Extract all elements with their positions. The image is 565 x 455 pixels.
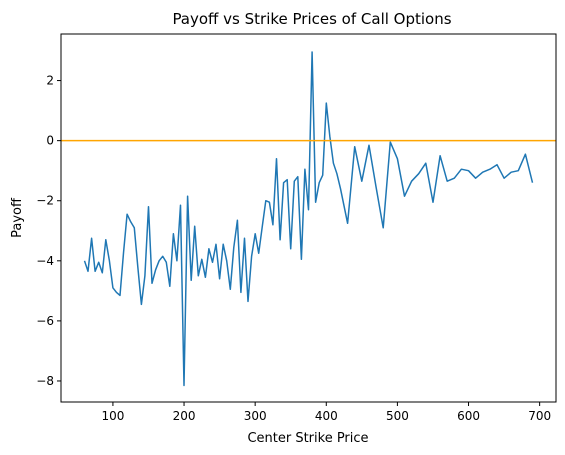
y-tick-label: −8 [36,374,54,388]
y-tick-label: 2 [46,74,54,88]
x-tick-label: 300 [244,409,267,423]
chart-title: Payoff vs Strike Prices of Call Options [172,10,451,28]
y-tick-label: 0 [46,134,54,148]
x-tick-label: 400 [315,409,338,423]
y-axis-label: Payoff [10,197,25,238]
y-tick-label: −4 [36,254,54,268]
y-axis: −8 −6 −4 −2 0 2 [36,74,61,388]
plot-area [61,51,556,387]
payoff-series-line [83,51,534,387]
x-tick-label: 600 [457,409,480,423]
y-tick-label: −2 [36,194,54,208]
x-tick-label: 500 [386,409,409,423]
x-tick-label: 700 [528,409,551,423]
y-tick-label: −6 [36,314,54,328]
x-axis-label: Center Strike Price [247,431,368,446]
plot-frame [60,33,557,403]
x-tick-label: 100 [101,409,124,423]
x-axis: 100 200 300 400 500 600 700 [101,402,551,423]
x-tick-label: 200 [173,409,196,423]
